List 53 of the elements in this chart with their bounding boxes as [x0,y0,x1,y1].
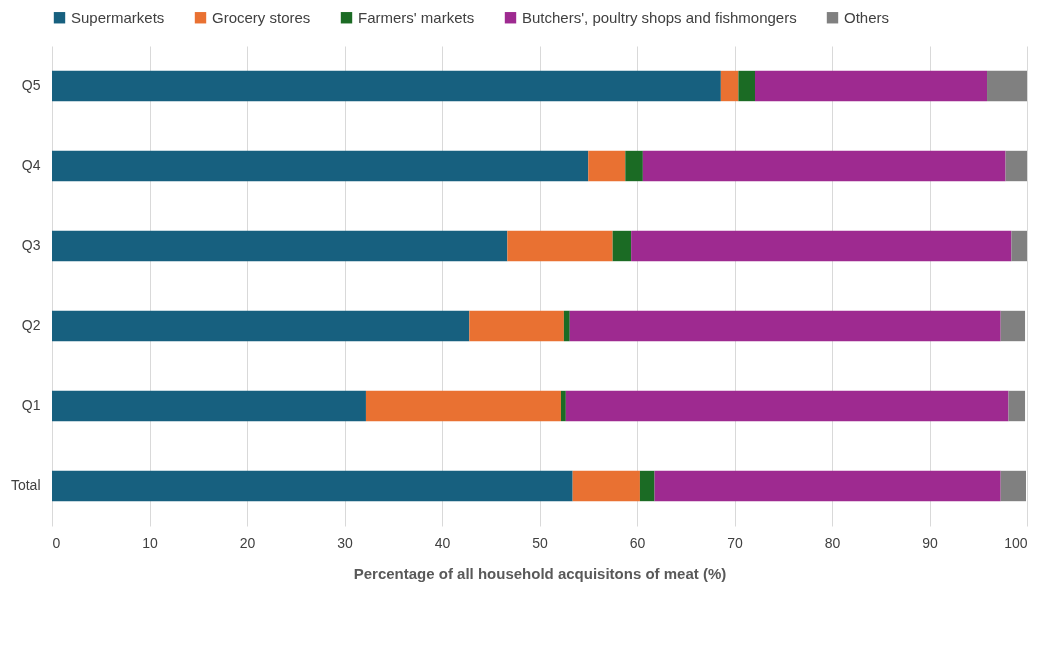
y-tick-label: Q2 [21,317,41,333]
bar [987,70,1027,102]
x-tick-label: 50 [532,534,548,551]
bar [52,230,508,262]
x-tick-label: 90 [922,534,938,551]
bar [588,150,626,182]
bar [563,310,570,342]
bar [612,230,632,262]
bar [52,470,573,502]
y-tick-label: Total [10,477,41,493]
y-tick-label: Q4 [21,157,41,173]
bar [639,470,655,502]
bar [572,470,640,502]
bar [52,390,366,422]
x-tick-label: 30 [337,534,353,551]
x-tick-label: 70 [727,534,743,551]
x-axis-title: Percentage of all household acquisitons of meat (%) [353,564,727,582]
bar [565,390,1009,422]
y-tick-label: Q3 [21,237,41,253]
bar [1005,150,1027,182]
bar [52,310,470,342]
legend-label: Others [844,8,890,26]
bar [1000,310,1026,342]
legend-label: Supermarkets [71,8,165,26]
bar [1011,230,1027,262]
legend-label: Butchers', poultry shops and fishmongers [522,8,797,26]
bar [642,150,1006,182]
x-tick-label: 0 [52,534,61,551]
bar [469,310,564,342]
legend-label: Farmers' markets [358,8,475,26]
x-tick-label: 20 [239,534,256,551]
bar [654,470,1001,502]
x-tick-label: 100 [1004,534,1028,551]
bar [720,70,739,102]
bar [754,70,988,102]
x-tick-label: 80 [824,534,841,551]
bar [52,150,589,182]
y-tick-label: Q5 [21,77,41,93]
bar [1000,470,1027,502]
bar [569,310,1001,342]
bar [1008,390,1026,422]
bar [507,230,613,262]
legend-label: Grocery stores [212,8,311,26]
y-tick-label: Q1 [21,397,41,413]
x-tick-label: 60 [629,534,646,551]
x-tick-label: 40 [434,534,451,551]
bar [365,390,561,422]
bar [560,390,566,422]
bar [625,150,643,182]
bar [631,230,1012,262]
bar [738,70,755,102]
bar [52,70,721,102]
x-tick-label: 10 [142,534,158,551]
